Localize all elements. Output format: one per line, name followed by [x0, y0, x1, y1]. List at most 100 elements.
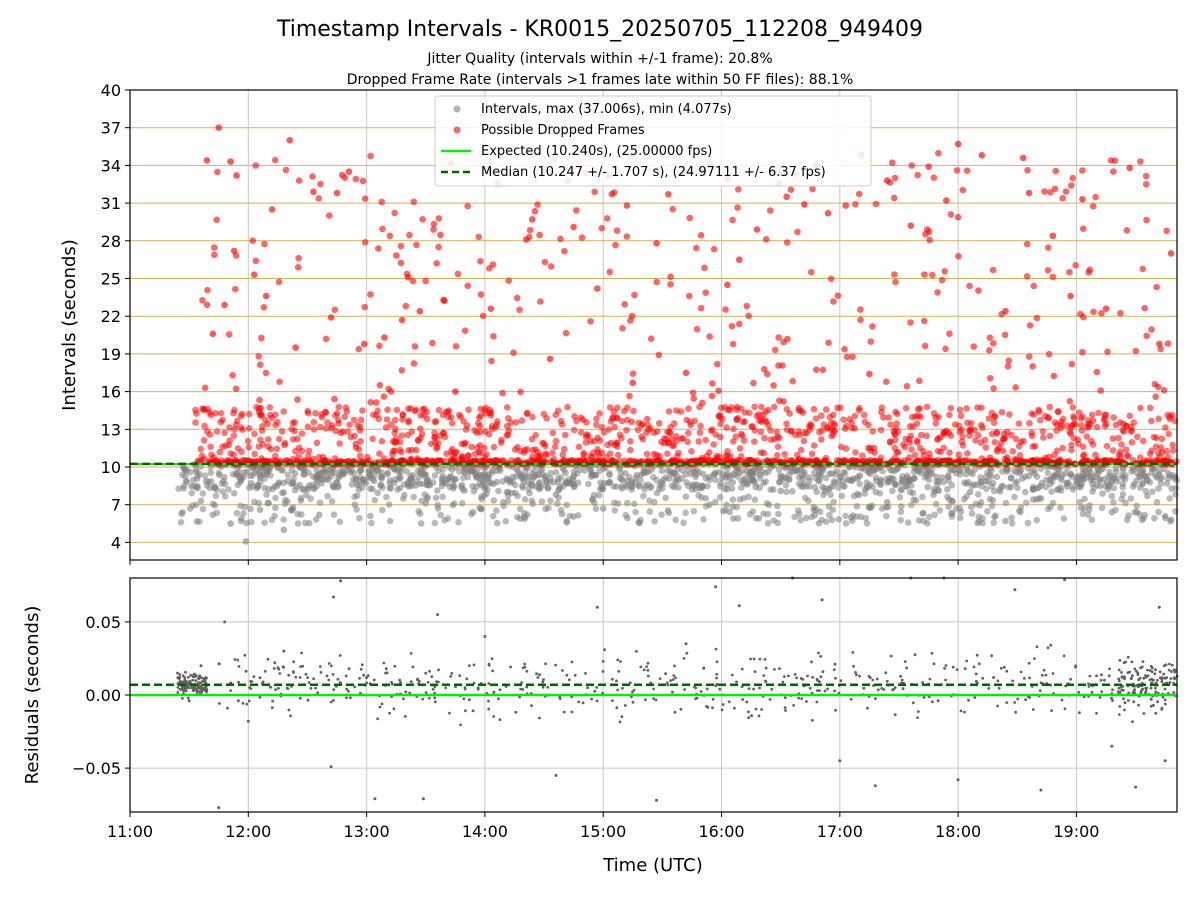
- dropped-frame-point: [1015, 420, 1023, 427]
- interval-point: [841, 470, 849, 477]
- dropped-frame-point: [1164, 340, 1172, 347]
- dropped-frame-point: [335, 403, 343, 411]
- residual-point: [818, 689, 821, 692]
- interval-point: [249, 483, 256, 490]
- dropped-frame-point: [611, 423, 618, 431]
- interval-point: [635, 483, 643, 490]
- residual-point: [1078, 711, 1081, 715]
- interval-point: [523, 473, 530, 481]
- residual-point: [1022, 677, 1026, 680]
- dropped-frame-point: [629, 379, 637, 387]
- dropped-frame-point: [653, 278, 660, 286]
- residual-point: [733, 706, 736, 710]
- residual-point: [838, 759, 842, 763]
- residual-point: [416, 678, 419, 682]
- interval-point: [499, 498, 507, 506]
- interval-point: [1005, 484, 1013, 491]
- dropped-frame-point: [445, 413, 452, 421]
- residual-point: [916, 710, 920, 713]
- dropped-frame-point: [638, 422, 645, 429]
- dropped-frame-point: [417, 425, 424, 433]
- dropped-frame-point: [298, 447, 306, 455]
- dropped-frame-point: [655, 420, 663, 427]
- interval-point: [193, 468, 200, 476]
- dropped-frame-point: [828, 432, 835, 440]
- residual-point: [617, 670, 621, 673]
- residual-point: [304, 672, 308, 676]
- dropped-frame-point: [979, 424, 986, 431]
- interval-point: [838, 492, 846, 500]
- dropped-frame-point: [783, 420, 790, 428]
- residual-point: [833, 689, 836, 693]
- interval-point: [310, 485, 318, 493]
- dropped-frame-point: [972, 437, 979, 444]
- dropped-frame-point: [583, 419, 590, 426]
- dropped-frame-point: [631, 291, 638, 299]
- interval-point: [319, 476, 327, 484]
- residual-point: [623, 704, 627, 707]
- interval-point: [1096, 476, 1104, 483]
- residual-point: [1164, 702, 1167, 706]
- residual-point: [1121, 688, 1125, 692]
- dropped-frame-point: [452, 388, 459, 395]
- dropped-frame-point: [479, 312, 487, 320]
- interval-point: [351, 493, 358, 501]
- dropped-frame-point: [1079, 196, 1086, 203]
- interval-point: [641, 482, 649, 490]
- dropped-frame-point: [1052, 167, 1059, 175]
- dropped-frame-point: [398, 432, 406, 440]
- interval-point: [1088, 516, 1096, 523]
- dropped-frame-point: [435, 215, 443, 222]
- dropped-frame-point: [916, 377, 923, 385]
- interval-point: [237, 517, 245, 525]
- residual-point: [185, 680, 189, 683]
- dropped-frame-point: [494, 418, 501, 425]
- interval-point: [700, 516, 707, 523]
- dropped-frame-point: [994, 446, 1001, 453]
- residual-point: [314, 686, 317, 690]
- residual-point: [344, 674, 348, 678]
- dropped-frame-point: [505, 277, 512, 285]
- dropped-frame-point: [546, 355, 554, 363]
- dropped-frame-point: [761, 365, 768, 373]
- residual-point: [329, 765, 333, 769]
- residual-point: [1005, 701, 1009, 704]
- dropped-frame-point: [630, 407, 637, 415]
- residual-point: [833, 662, 837, 666]
- interval-point: [712, 476, 719, 484]
- dropped-frame-point: [503, 404, 511, 411]
- interval-point: [207, 469, 215, 477]
- dropped-frame-point: [822, 406, 830, 413]
- dropped-frame-point: [906, 454, 913, 461]
- residual-point: [518, 695, 521, 699]
- residual-point: [189, 673, 193, 677]
- dropped-frame-point: [629, 370, 637, 378]
- dropped-frame-point: [412, 406, 420, 414]
- interval-point: [606, 478, 613, 486]
- dropped-frame-point: [197, 445, 205, 453]
- dropped-frame-point: [409, 277, 417, 285]
- interval-point: [936, 507, 944, 514]
- residual-point: [565, 673, 569, 677]
- interval-point: [1057, 504, 1064, 512]
- residual-point: [176, 686, 180, 689]
- residual-point: [483, 635, 487, 638]
- dropped-frame-point: [512, 419, 520, 426]
- dropped-frame-point: [1107, 457, 1115, 464]
- interval-point: [438, 482, 446, 490]
- dropped-frame-point: [262, 292, 270, 300]
- dropped-frame-point: [212, 410, 219, 417]
- dropped-frame-point: [267, 411, 274, 419]
- interval-point: [785, 471, 793, 478]
- interval-point: [268, 516, 276, 524]
- interval-point: [802, 494, 809, 502]
- residual-point: [1121, 685, 1125, 688]
- x-tick-label: 19:00: [1053, 822, 1099, 841]
- dropped-frame-point: [292, 344, 299, 351]
- dropped-frame-point: [764, 370, 771, 378]
- dropped-frame-point: [751, 427, 759, 434]
- dropped-frame-point: [1126, 412, 1134, 420]
- interval-point: [467, 466, 474, 473]
- dropped-frame-point: [452, 343, 460, 350]
- dropped-frame-point: [888, 159, 896, 166]
